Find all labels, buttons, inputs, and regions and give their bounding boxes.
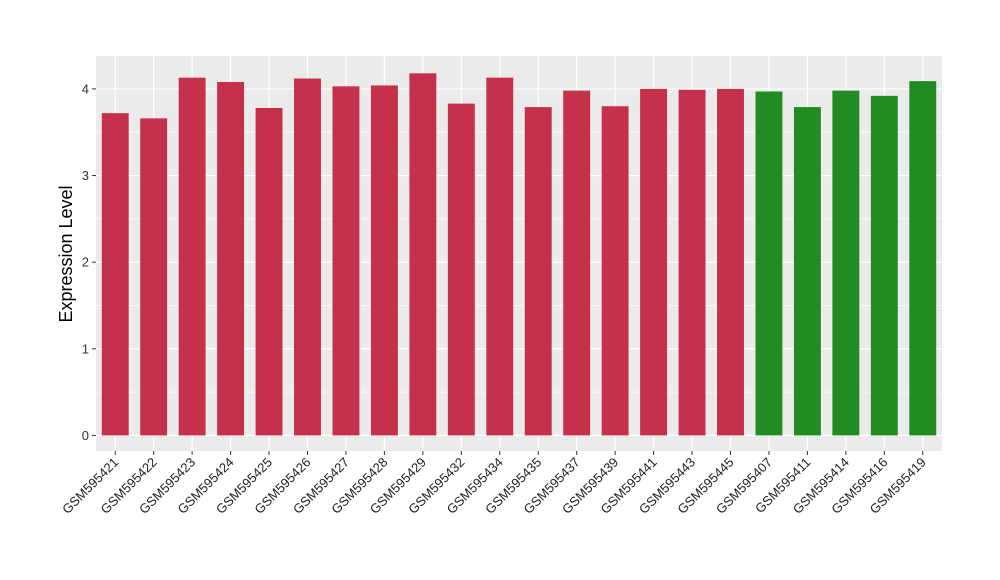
y-axis-label: Expression Level — [56, 185, 76, 322]
bar-GSM595427 — [332, 86, 360, 436]
y-tick-label: 0 — [82, 428, 89, 443]
bar-GSM595445 — [717, 88, 744, 436]
bar-GSM595443 — [678, 89, 706, 436]
bar-GSM595425 — [255, 107, 283, 436]
bar-GSM595411 — [793, 107, 821, 436]
bar-GSM595435 — [524, 107, 552, 436]
bar-GSM595422 — [140, 118, 168, 436]
bar-GSM595421 — [101, 113, 129, 436]
bar-GSM595407 — [755, 91, 783, 436]
bar-GSM595434 — [486, 77, 514, 436]
y-axis: 0 1 2 3 4 — [82, 81, 96, 443]
y-tick-label: 1 — [82, 341, 89, 356]
bar-GSM595439 — [601, 106, 629, 436]
bar-GSM595426 — [294, 78, 321, 436]
bar-GSM595424 — [217, 81, 245, 436]
bar-GSM595423 — [178, 77, 206, 436]
bar-GSM595432 — [447, 103, 475, 436]
x-axis: GSM595421GSM595422GSM595423GSM595424GSM5… — [59, 451, 929, 517]
bar-GSM595414 — [832, 90, 860, 436]
bar-GSM595437 — [563, 90, 591, 436]
bar-GSM595429 — [409, 73, 437, 436]
bar-GSM595428 — [370, 85, 398, 436]
y-tick-label: 3 — [82, 168, 89, 183]
bar-GSM595441 — [640, 88, 668, 436]
y-tick-label: 4 — [82, 81, 89, 96]
y-tick-label: 2 — [82, 255, 89, 270]
bar-GSM595416 — [870, 95, 898, 436]
bar-GSM595419 — [909, 81, 937, 436]
bars — [101, 73, 937, 436]
